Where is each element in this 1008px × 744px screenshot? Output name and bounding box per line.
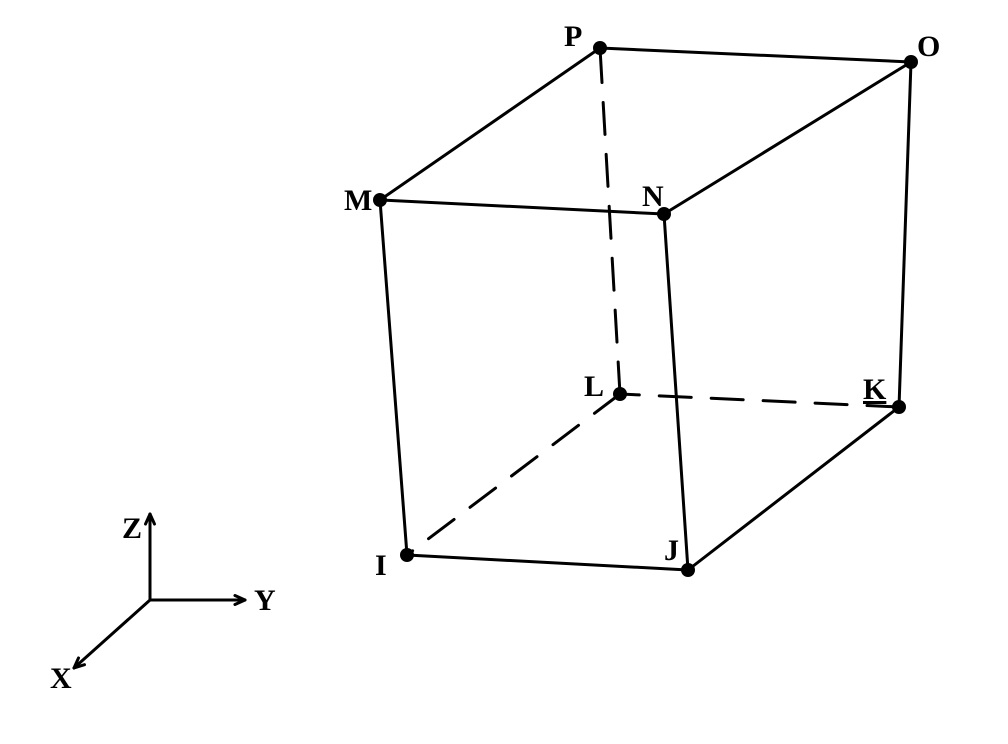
- edge-JK: [688, 407, 899, 570]
- vertex-label-J: J: [664, 534, 679, 567]
- vertex-label-O: O: [917, 30, 940, 63]
- edge-OP: [600, 48, 911, 62]
- edge-IM: [380, 200, 407, 555]
- cuboid: I J K L M N O P: [344, 20, 940, 582]
- edge-IJ: [407, 555, 688, 570]
- axis-label-Z: Z: [122, 512, 142, 545]
- vertex-label-P: P: [564, 20, 582, 53]
- vertex-M: [373, 193, 387, 207]
- vertex-I: [400, 548, 414, 562]
- vertex-label-K: K: [863, 373, 887, 406]
- vertex-J: [681, 563, 695, 577]
- axis-X: [74, 600, 150, 668]
- edge-KO: [899, 62, 911, 407]
- vertex-label-I: I: [375, 549, 387, 582]
- vertex-L: [613, 387, 627, 401]
- vertex-label-N: N: [642, 180, 664, 213]
- vertex-O: [904, 55, 918, 69]
- edge-JN: [664, 214, 688, 570]
- edge-KL: [620, 394, 899, 407]
- vertex-K: [892, 400, 906, 414]
- vertex-P: [593, 41, 607, 55]
- axes: Z Y X: [50, 512, 276, 695]
- axis-label-Y: Y: [254, 584, 276, 617]
- vertex-label-L: L: [584, 370, 604, 403]
- edge-LP: [600, 48, 620, 394]
- edge-PM: [380, 48, 600, 200]
- axis-label-X: X: [50, 662, 72, 695]
- vertex-label-M: M: [344, 184, 372, 217]
- edge-NO: [664, 62, 911, 214]
- edge-LI: [407, 394, 620, 555]
- diagram-canvas: I J K L M N O P Z Y X: [0, 0, 1008, 744]
- edge-MN: [380, 200, 664, 214]
